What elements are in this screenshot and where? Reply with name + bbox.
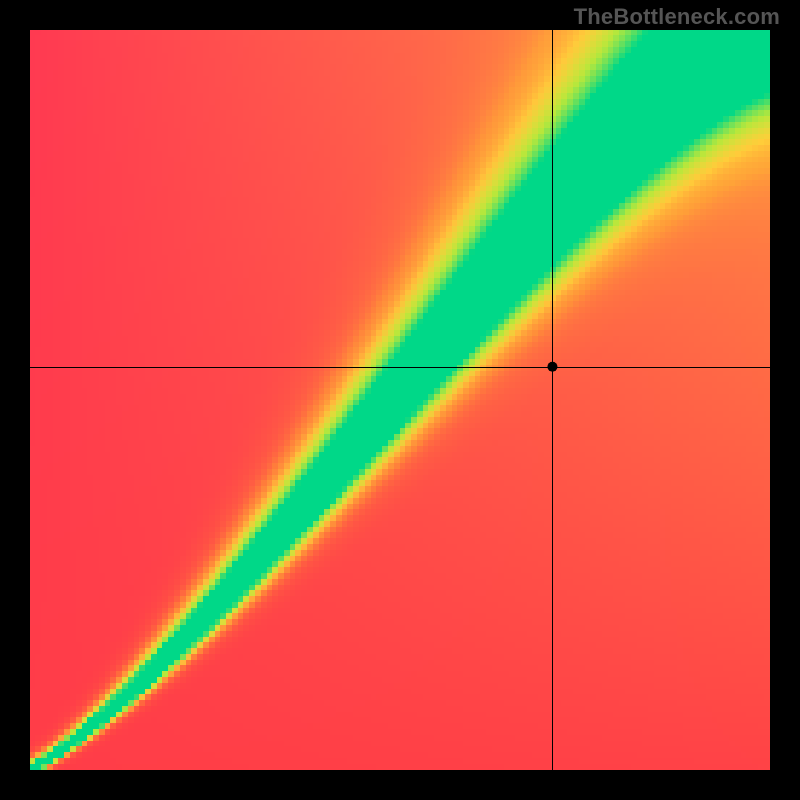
watermark-text: TheBottleneck.com bbox=[574, 4, 780, 30]
bottleneck-heatmap bbox=[0, 0, 800, 800]
chart-container: TheBottleneck.com bbox=[0, 0, 800, 800]
